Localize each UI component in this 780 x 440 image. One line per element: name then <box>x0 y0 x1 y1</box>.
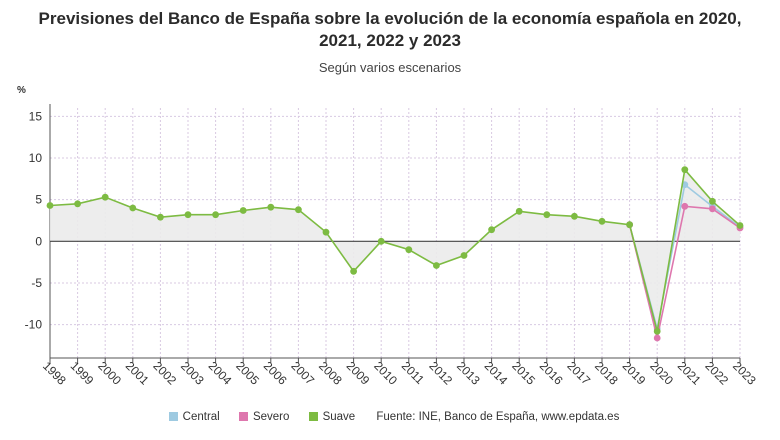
data-point-suave-2005 <box>239 207 247 214</box>
data-point-suave-2020 <box>653 327 661 335</box>
data-point-suave-2002 <box>157 213 164 221</box>
legend-swatch-suave <box>308 412 318 421</box>
y-tick-label: 15 <box>29 109 43 123</box>
data-point-suave-2004 <box>212 211 220 219</box>
data-point-suave-2015 <box>515 207 523 215</box>
legend-label-central: Central <box>182 411 220 423</box>
y-tick-label: -10 <box>25 318 43 332</box>
data-point-suave-2009 <box>350 267 357 275</box>
x-tick-label: 2023 <box>730 359 759 388</box>
chart-title-line-1: Previsiones del Banco de España sobre la… <box>38 9 742 28</box>
data-point-severo-2022 <box>709 205 716 213</box>
data-point-suave-2021 <box>681 166 689 174</box>
data-point-severo-2020 <box>653 334 661 342</box>
data-point-suave-2012 <box>433 262 440 269</box>
data-point-suave-2022 <box>709 197 716 205</box>
x-tick-label: 1999 <box>68 359 97 388</box>
x-tick-label: 2013 <box>454 359 483 388</box>
x-tick-label: 2015 <box>509 359 538 388</box>
legend-label-severo: Severo <box>252 411 290 423</box>
data-point-suave-2003 <box>184 211 192 219</box>
x-tick-label: 2011 <box>399 359 427 387</box>
x-tick-label: 2016 <box>537 359 566 388</box>
data-point-suave-2001 <box>129 204 137 212</box>
y-axis-unit-label: % <box>17 85 26 96</box>
data-point-suave-2008 <box>322 228 330 236</box>
legend-item-severo: Severo <box>238 411 290 423</box>
source-note: Fuente: INE, Banco de España, www.epdata… <box>376 411 620 423</box>
x-tick-label: 2002 <box>150 359 179 388</box>
x-tick-label: 2021 <box>675 359 704 388</box>
data-point-suave-2016 <box>543 211 551 219</box>
data-point-suave-2010 <box>377 237 385 245</box>
data-point-suave-2014 <box>488 226 495 234</box>
data-point-suave-2000 <box>101 193 109 201</box>
x-tick-label: 2009 <box>344 359 373 388</box>
x-tick-label: 2005 <box>233 359 262 388</box>
data-point-suave-2018 <box>598 217 606 225</box>
x-tick-label: 2012 <box>426 359 455 388</box>
x-tick-label: 2017 <box>564 359 593 388</box>
legend-label-suave: Suave <box>322 411 356 423</box>
data-point-suave-1998 <box>46 202 54 209</box>
chart-title-line-2: 2021, 2022 y 2023 <box>319 31 461 50</box>
legend-item-central: Central <box>168 411 220 423</box>
x-tick-label: 2001 <box>123 359 152 388</box>
data-point-suave-1999 <box>74 200 81 208</box>
x-tick-label: 1998 <box>40 359 69 388</box>
x-tick-label: 2004 <box>206 359 235 388</box>
x-tick-label: 2014 <box>482 359 511 388</box>
data-point-suave-2007 <box>295 206 302 214</box>
data-point-severo-2021 <box>681 202 689 210</box>
x-tick-label: 2010 <box>371 359 400 388</box>
legend-item-suave: Suave <box>308 411 356 423</box>
legend-swatch-central <box>168 412 178 421</box>
chart-subtitle: Según varios escenarios <box>318 60 462 75</box>
x-tick-label: 2000 <box>95 359 124 388</box>
data-point-suave-2019 <box>626 221 633 229</box>
data-point-suave-2011 <box>405 246 413 254</box>
y-tick-label: -5 <box>31 276 42 290</box>
legend: Central Severo Suave Fuente: INE, Banco … <box>0 411 780 423</box>
y-tick-label: 5 <box>35 193 42 207</box>
x-tick-label: 2022 <box>702 359 731 388</box>
x-tick-label: 2020 <box>647 359 676 388</box>
y-tick-label: 10 <box>29 151 43 165</box>
x-tick-label: 2018 <box>592 359 621 388</box>
data-point-suave-2017 <box>571 212 578 220</box>
x-tick-label: 2006 <box>261 359 290 388</box>
data-point-suave-2013 <box>460 252 468 259</box>
x-tick-label: 2008 <box>316 359 345 388</box>
x-tick-label: 2003 <box>178 359 207 388</box>
series-line-suave <box>49 167 741 332</box>
x-tick-label: 2019 <box>620 359 649 388</box>
data-point-suave-2006 <box>267 203 275 211</box>
y-tick-label: 0 <box>35 234 42 248</box>
data-point-suave-2023 <box>736 222 744 229</box>
chart-title: Previsiones del Banco de España sobre la… <box>0 8 780 52</box>
x-tick-label: 2007 <box>288 359 317 388</box>
legend-swatch-severo <box>238 412 248 421</box>
